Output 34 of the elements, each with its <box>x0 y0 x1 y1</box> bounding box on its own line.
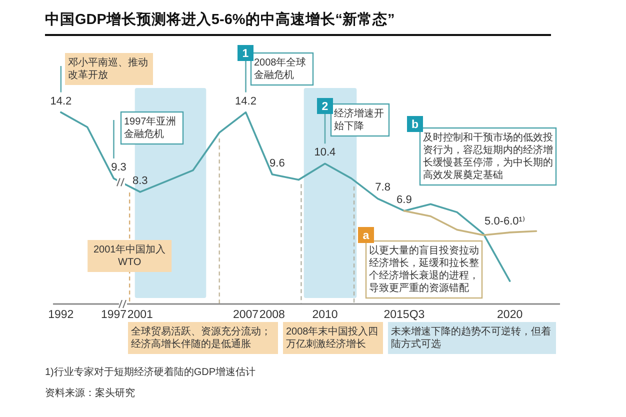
x-tick-label: 2001 <box>127 309 153 321</box>
annotation-label: 1 <box>242 48 249 60</box>
data-label: 9.6 <box>270 157 285 170</box>
data-label: 9.3 <box>111 161 126 174</box>
annotation: 邓小平南巡、推动改革开放 <box>68 58 148 81</box>
annotation-label: a <box>362 230 370 242</box>
x-tick-label: 2020 <box>497 309 523 321</box>
annotation-note: 资料来源：案头研究 <box>45 388 135 399</box>
annotation: 2008年全球金融危机 <box>254 58 306 81</box>
data-label: 6.9 <box>396 194 412 206</box>
annotation: 未来增速下降的趋势不可逆转，但着陆方式可选 <box>391 326 551 350</box>
annotation: 及时控制和干预市场的低效投资行为，容忍短期内的经济增长缓慢甚至停滞，为中长期的高效发展奠定基础 <box>423 132 553 181</box>
annotation: 2001年中国加入WTO <box>93 244 166 268</box>
annotation: 1997年亚洲金融危机 <box>124 116 176 140</box>
data-label: 10.4 <box>314 146 336 159</box>
x-tick-label: 1992 <box>48 309 74 321</box>
title: 中国GDP增长预测将进入5-6%的中高速增长“新常态” <box>45 12 395 28</box>
data-label: 14.2 <box>50 95 72 108</box>
x-tick-label: 2008 <box>259 309 285 321</box>
x-tick-label: 1997 <box>100 309 127 321</box>
annotation-label: b <box>411 119 419 131</box>
data-label: 7.8 <box>375 182 390 194</box>
annotation-label: 2 <box>322 101 328 113</box>
x-tick-label: 2007 <box>232 309 259 321</box>
annotation: 以更大量的盲目投资拉动经济增长，延缓和拉长整个经济增长衰退的进程，导致更严重的资源错配 <box>369 246 479 294</box>
data-label: 14.2 <box>235 95 256 108</box>
annotation: 全球贸易活跃、资源充分流动；经济高增长伴随的是低通胀 <box>131 326 271 350</box>
annotation: 经济增速开始下降 <box>334 108 384 132</box>
annotation: 2008年末中国投入四万亿刺激经济增长 <box>286 326 378 350</box>
x-tick-label: 2015Q3 <box>384 309 425 321</box>
data-label: 8.3 <box>132 174 148 187</box>
x-tick-label: 2010 <box>312 309 338 321</box>
data-label: 5.0-6.0¹⁾ <box>484 215 526 228</box>
annotation-note: 1)行业专家对于短期经济硬着陆的GDP增速估计 <box>45 367 256 378</box>
